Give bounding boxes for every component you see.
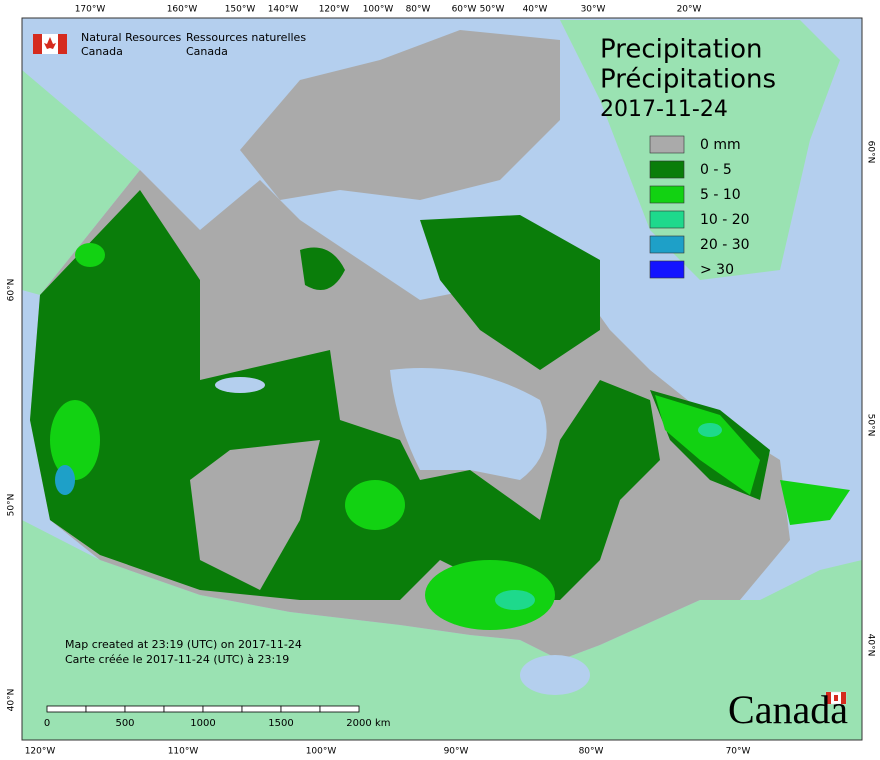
coast-precip	[50, 400, 100, 480]
latitude-label: 60°N	[866, 141, 876, 164]
longitude-label: 150°W	[225, 5, 256, 15]
map-note: Carte créée le 2017-11-24 (UTC) à 23:19	[65, 653, 289, 666]
baffin-precip	[420, 215, 600, 370]
longitude-label: 50°W	[480, 5, 505, 15]
ne-precip-5-10	[655, 395, 760, 495]
scale-label: 2000	[346, 718, 371, 729]
maple-leaf	[834, 695, 838, 701]
latitude-label: 40°N	[866, 634, 876, 657]
title: 2017-11-24	[600, 97, 728, 122]
scale-segment	[241, 705, 282, 713]
org-name-en: Canada	[81, 45, 123, 58]
scale-label: 1000	[190, 718, 215, 729]
scale-segment	[163, 705, 204, 713]
legend-swatch	[649, 235, 685, 254]
arctic-islands	[240, 30, 560, 200]
longitude-label: 100°W	[306, 747, 337, 757]
precip-10-20	[698, 423, 722, 437]
lake	[215, 377, 265, 393]
longitude-label: 100°W	[363, 5, 394, 15]
precip-5-10	[425, 560, 555, 630]
flag-bar	[58, 34, 67, 54]
legend-label: 0 mm	[700, 137, 741, 153]
legend-label: 0 - 5	[700, 162, 732, 178]
latitude-label: 50°N	[866, 414, 876, 437]
map	[22, 18, 862, 740]
usa	[22, 520, 862, 740]
longitude-label: 140°W	[268, 5, 299, 15]
title: Précipitations	[600, 65, 776, 95]
longitude-label: 110°W	[168, 747, 199, 757]
precip-10-20	[495, 590, 535, 610]
great-lakes	[520, 655, 590, 695]
canada-wordmark: Canada	[728, 687, 848, 732]
org-name-en: Natural Resources	[81, 31, 182, 44]
org-name-fr: Canada	[186, 45, 228, 58]
wordmark-flag	[825, 691, 847, 705]
coast-precip-20-30	[55, 465, 75, 495]
flag-bar	[33, 34, 42, 54]
flag-bar	[841, 692, 846, 704]
longitude-label: 90°W	[444, 747, 469, 757]
legend-label: 10 - 20	[700, 212, 750, 228]
scale-segment	[319, 705, 360, 713]
org-name-fr: Ressources naturelles	[186, 31, 306, 44]
latitude-label: 40°N	[7, 689, 17, 712]
greenland	[560, 20, 840, 280]
scale-unit: km	[375, 718, 391, 729]
maple-leaf	[44, 37, 56, 49]
longitude-label: 160°W	[167, 5, 198, 15]
latitude-label: 50°N	[7, 494, 17, 517]
legend-swatch	[649, 260, 685, 279]
longitude-label: 120°W	[25, 747, 56, 757]
title: Precipitation	[600, 35, 763, 65]
yukon-precip	[75, 243, 105, 267]
scale-segment	[46, 705, 87, 713]
dry-area	[190, 440, 320, 590]
longitude-label: 60°W	[452, 5, 477, 15]
map-note: Map created at 23:19 (UTC) on 2017-11-24	[65, 638, 302, 651]
longitude-label: 20°W	[677, 5, 702, 15]
nrcan-logo	[33, 34, 67, 54]
scale-segment	[124, 705, 165, 713]
scale-segment	[202, 705, 243, 713]
legend-swatch	[649, 185, 685, 204]
legend-label: 20 - 30	[700, 237, 750, 253]
scale-label: 1500	[268, 718, 293, 729]
longitude-label: 120°W	[319, 5, 350, 15]
longitude-label: 170°W	[75, 5, 106, 15]
longitude-label: 80°W	[406, 5, 431, 15]
map-frame	[21, 17, 863, 741]
scale-segment	[85, 705, 126, 713]
scale-segment	[280, 705, 321, 713]
latitude-label: 60°N	[7, 279, 17, 302]
flag-bar	[826, 692, 831, 704]
legend-swatch	[649, 135, 685, 154]
legend-label: 5 - 10	[700, 187, 741, 203]
hudson-bay	[390, 368, 547, 480]
longitude-label: 40°W	[523, 5, 548, 15]
island-precip	[300, 247, 345, 290]
longitude-label: 30°W	[581, 5, 606, 15]
longitude-label: 80°W	[579, 747, 604, 757]
legend-label: > 30	[700, 262, 734, 278]
nl-precip	[780, 480, 850, 525]
scale-label: 500	[115, 718, 134, 729]
longitude-label: 70°W	[726, 747, 751, 757]
legend-swatch	[649, 210, 685, 229]
precip-5-10	[345, 480, 405, 530]
alaska	[22, 70, 140, 295]
legend-swatch	[649, 160, 685, 179]
precip-0-5	[30, 190, 660, 600]
scale-label: 0	[44, 718, 50, 729]
